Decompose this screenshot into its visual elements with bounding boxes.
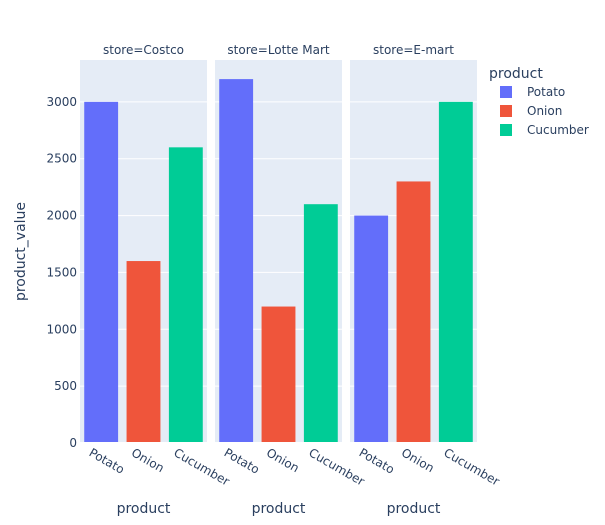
- y-axis: 0 500 1000 1500 2000 2500 3000 product_value: [13, 95, 77, 450]
- bar-onion: [126, 261, 161, 443]
- y-tick-label: 2000: [46, 209, 77, 223]
- bar-onion: [261, 306, 296, 443]
- legend: product Potato Onion Cucumber: [489, 66, 589, 137]
- legend-label-cucumber: Cucumber: [527, 123, 589, 137]
- x-axis-title: product: [252, 501, 306, 517]
- x-tick-label: Potato: [222, 445, 262, 476]
- legend-swatch-onion: [500, 105, 512, 117]
- bar-cucumber: [303, 204, 338, 443]
- facet-title: store=E-mart: [373, 43, 454, 57]
- facet-title: store=Costco: [103, 43, 184, 57]
- x-tick-label: Potato: [357, 445, 397, 476]
- legend-label-onion: Onion: [527, 104, 562, 118]
- legend-title: product: [489, 66, 543, 82]
- legend-swatch-cucumber: [500, 124, 512, 136]
- x-tick-label: Onion: [129, 445, 167, 475]
- x-tick-label: Onion: [264, 445, 302, 475]
- bar-cucumber: [438, 101, 473, 443]
- y-axis-title: product_value: [13, 202, 29, 301]
- bar-cucumber: [168, 147, 203, 444]
- x-axis-title: product: [117, 501, 171, 517]
- y-tick-label: 1500: [46, 265, 77, 279]
- legend-swatch-potato: [500, 86, 512, 98]
- facet-panel-lotte-mart: store=Lotte Mart Potato Onion Cucumberprodu…: [215, 43, 367, 517]
- x-tick-label: Potato: [87, 445, 127, 476]
- bar-potato: [219, 79, 254, 443]
- x-tick-label: Cucumber: [306, 445, 367, 488]
- y-tick-label: 3000: [46, 95, 77, 109]
- bar-potato: [354, 215, 389, 443]
- bar-potato: [84, 101, 119, 443]
- legend-label-potato: Potato: [527, 85, 565, 99]
- bar-onion: [396, 181, 431, 443]
- y-tick-label: 2500: [46, 152, 77, 166]
- y-tick-label: 500: [54, 379, 77, 393]
- y-tick-label: 0: [69, 436, 77, 450]
- x-tick-label: Onion: [399, 445, 437, 475]
- x-tick-label: Cucumber: [441, 445, 502, 488]
- x-axis-title: product: [387, 501, 441, 517]
- x-tick-label: Cucumber: [171, 445, 232, 488]
- y-tick-label: 1000: [46, 322, 77, 336]
- facet-title: store=Lotte Mart: [227, 43, 329, 57]
